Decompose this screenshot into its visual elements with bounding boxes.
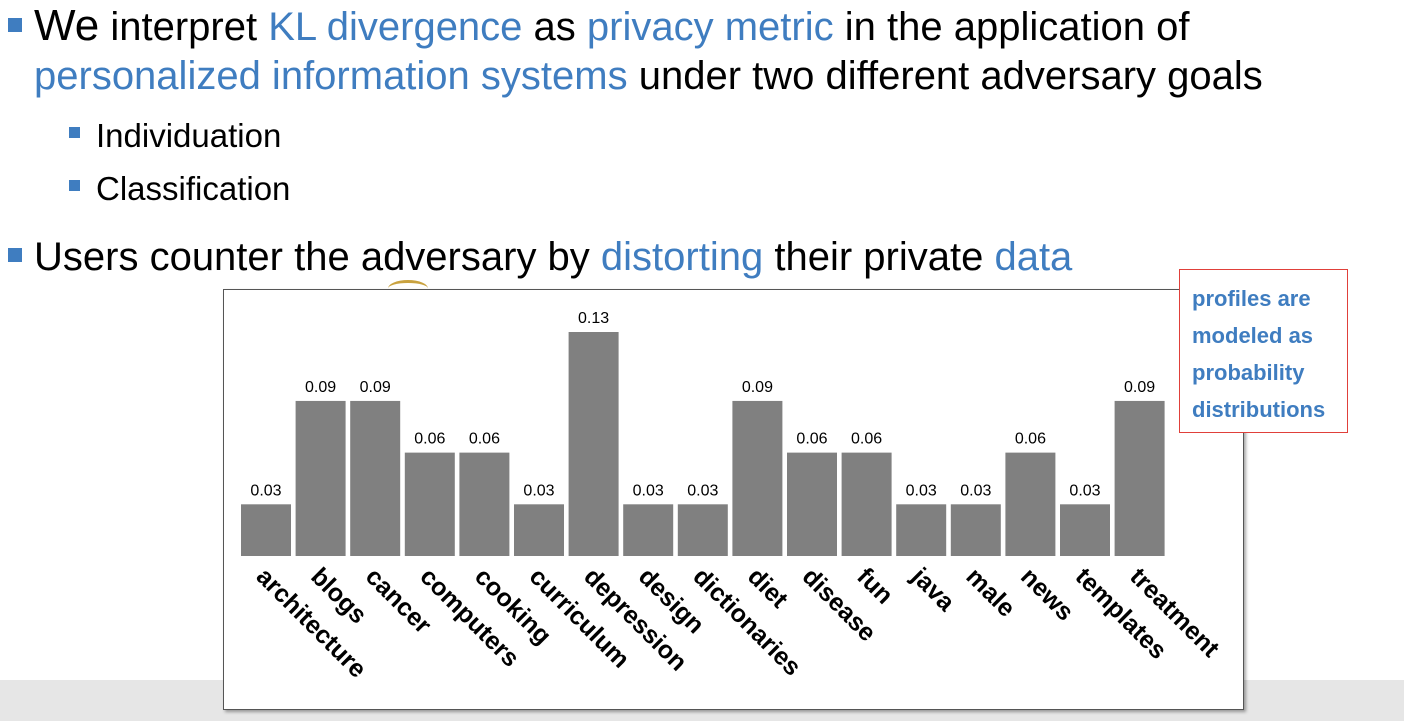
sub-bullet-classification: Classification xyxy=(96,170,291,207)
data-label-news: 0.06 xyxy=(1015,431,1046,448)
data-label-java: 0.03 xyxy=(906,482,937,499)
data-label-architecture: 0.03 xyxy=(250,482,281,499)
bullet-text: Users counter the adversary by xyxy=(34,235,601,279)
bar-dictionaries xyxy=(677,504,728,556)
highlight-personalized-systems: personalized information systems xyxy=(34,54,628,98)
bullet-text: We xyxy=(34,1,100,50)
data-label-treatment: 0.09 xyxy=(1124,379,1155,396)
data-label-diet: 0.09 xyxy=(742,379,773,396)
callout-text: profiles are modeled as probability dist… xyxy=(1192,280,1352,428)
bar-fun xyxy=(841,452,892,556)
data-label-blogs: 0.09 xyxy=(305,379,336,396)
bar-templates xyxy=(1060,504,1110,556)
chart-canvas: 0.03architecture0.09blogs0.09cancer0.06c… xyxy=(241,310,1225,684)
highlight-kl-divergence: KL divergence xyxy=(268,5,523,49)
highlight-privacy-metric: privacy metric xyxy=(586,5,834,49)
bullet-line-1-continued: personalized information systems under t… xyxy=(34,52,1263,100)
data-label-disease: 0.06 xyxy=(796,431,827,448)
bar-disease xyxy=(787,452,837,556)
bullet-line-2: Users counter the adversary by distortin… xyxy=(34,233,1072,281)
data-label-computers: 0.06 xyxy=(414,431,445,448)
category-label-fun: fun xyxy=(851,562,898,609)
bullet-marker xyxy=(8,248,22,262)
bar-curriculum xyxy=(514,504,564,556)
highlight-distorting: distorting xyxy=(600,235,764,279)
category-label-news: news xyxy=(1015,562,1079,626)
profile-bar-chart: 0.03 architecture 0.09 blogs 0.09 cancer 0.06 c… xyxy=(223,289,1244,710)
bar-depression xyxy=(568,332,619,556)
bullet-text: in the application of xyxy=(833,5,1190,49)
bullet-text: as xyxy=(522,5,587,49)
highlight-data: data xyxy=(994,235,1073,279)
data-label-cancer: 0.09 xyxy=(360,379,391,396)
bullet-text: their private xyxy=(763,235,995,279)
data-label-depression: 0.13 xyxy=(578,310,609,327)
bar-blogs xyxy=(295,400,346,556)
callout-box: profiles are modeled as probability dist… xyxy=(1179,269,1348,433)
bar-treatment xyxy=(1114,400,1165,556)
data-label-design: 0.03 xyxy=(633,482,664,499)
bullet-line-1: We interpret KL divergence as privacy me… xyxy=(34,2,1189,51)
bar-cooking xyxy=(459,452,510,556)
data-label-curriculum: 0.03 xyxy=(523,482,554,499)
data-label-fun: 0.06 xyxy=(851,431,882,448)
decorative-arc xyxy=(388,280,428,297)
bullet-text: interpret xyxy=(99,5,269,49)
bullet-marker xyxy=(8,18,22,32)
sub-bullet-marker xyxy=(69,127,80,138)
data-label-cooking: 0.06 xyxy=(469,431,500,448)
callout-line: distributions xyxy=(1192,397,1326,422)
data-label-templates: 0.03 xyxy=(1069,482,1100,499)
category-label-java: java xyxy=(905,562,961,618)
bar-cancer xyxy=(350,400,401,556)
bar-computers xyxy=(404,452,455,556)
callout-line: modeled as xyxy=(1192,323,1314,348)
bullet-text: under two different adversary goals xyxy=(627,54,1263,98)
sub-bullet-marker xyxy=(69,180,80,191)
callout-line: profiles are xyxy=(1192,286,1311,311)
category-label-male: male xyxy=(961,562,1021,622)
sub-bullet-individuation: Individuation xyxy=(96,117,282,154)
data-label-dictionaries: 0.03 xyxy=(687,482,718,499)
callout-line: probability xyxy=(1192,360,1305,385)
bar-design xyxy=(623,504,674,556)
bar-java xyxy=(896,504,947,556)
bar-architecture xyxy=(241,504,291,556)
bar-news xyxy=(1005,452,1056,556)
bar-male xyxy=(950,504,1001,556)
bar-diet xyxy=(732,400,783,556)
data-label-male: 0.03 xyxy=(960,482,991,499)
